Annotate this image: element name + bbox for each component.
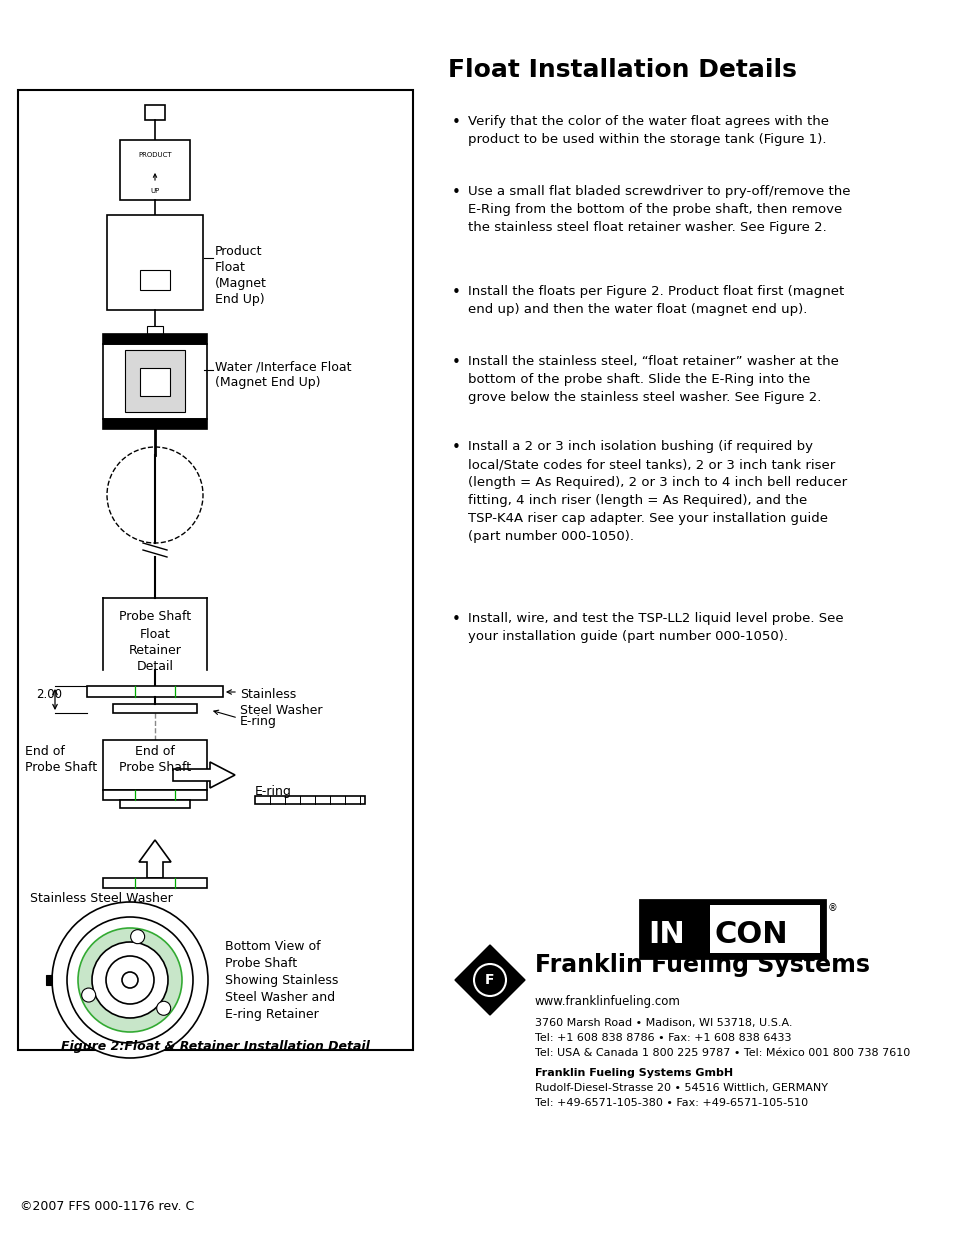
Circle shape	[52, 902, 208, 1058]
Bar	[103, 333, 207, 345]
Text: UP: UP	[151, 188, 159, 194]
Text: End of
Probe Shaft: End of Probe Shaft	[25, 745, 97, 774]
Text: PRODUCT: PRODUCT	[138, 152, 172, 158]
Circle shape	[106, 956, 153, 1004]
Polygon shape	[172, 762, 234, 788]
Text: Stainless Steel Washer: Stainless Steel Washer	[30, 892, 172, 905]
Bar	[46, 974, 52, 986]
Bar	[112, 704, 196, 713]
Bar	[639, 900, 824, 958]
Polygon shape	[455, 945, 524, 1015]
Text: www.franklinfueling.com: www.franklinfueling.com	[535, 995, 680, 1008]
Text: ©2007 FFS 000-1176 rev. C: ©2007 FFS 000-1176 rev. C	[20, 1200, 194, 1213]
Text: 2.00: 2.00	[36, 688, 62, 701]
Text: Franklin Fueling Systems: Franklin Fueling Systems	[535, 953, 869, 977]
Bar	[103, 740, 207, 790]
Text: F: F	[485, 973, 495, 987]
Circle shape	[156, 1002, 171, 1015]
Text: CON: CON	[714, 920, 788, 948]
Bar	[107, 215, 203, 310]
Circle shape	[122, 972, 138, 988]
Text: E-ring: E-ring	[254, 785, 292, 798]
Bar	[147, 326, 163, 333]
Text: Rudolf-Diesel-Strasse 20 • 54516 Wittlich, GERMANY: Rudolf-Diesel-Strasse 20 • 54516 Wittlic…	[535, 1083, 827, 1093]
Bar	[709, 905, 820, 953]
Circle shape	[82, 988, 95, 1002]
Circle shape	[131, 930, 145, 944]
Text: Verify that the color of the water float agrees with the
product to be used with: Verify that the color of the water float…	[468, 115, 828, 146]
Polygon shape	[139, 840, 171, 878]
Text: E-ring: E-ring	[240, 715, 276, 727]
Text: Tel: +49-6571-105-380 • Fax: +49-6571-105-510: Tel: +49-6571-105-380 • Fax: +49-6571-10…	[535, 1098, 807, 1108]
Bar	[145, 105, 165, 120]
Text: •: •	[452, 440, 460, 454]
Text: Install the floats per Figure 2. Product float first (magnet
end up) and then th: Install the floats per Figure 2. Product…	[468, 285, 843, 316]
Text: •: •	[452, 185, 460, 200]
Text: Figure 2:Float & Retainer Installation Detail: Figure 2:Float & Retainer Installation D…	[61, 1040, 370, 1053]
Circle shape	[91, 942, 168, 1018]
Circle shape	[67, 918, 193, 1044]
Text: Stainless
Steel Washer: Stainless Steel Washer	[240, 688, 322, 718]
Bar	[140, 270, 170, 290]
Text: Water /Interface Float
(Magnet End Up): Water /Interface Float (Magnet End Up)	[214, 359, 351, 389]
Bar	[140, 368, 170, 396]
Text: Tel: +1 608 838 8786 • Fax: +1 608 838 6433: Tel: +1 608 838 8786 • Fax: +1 608 838 6…	[535, 1032, 791, 1044]
Bar	[125, 350, 185, 412]
Text: Float Installation Details: Float Installation Details	[448, 58, 796, 82]
Text: Probe Shaft: Probe Shaft	[119, 610, 191, 622]
Text: Install, wire, and test the TSP-LL2 liquid level probe. See
your installation gu: Install, wire, and test the TSP-LL2 liqu…	[468, 613, 842, 643]
Bar	[103, 790, 207, 800]
Circle shape	[78, 927, 182, 1032]
Text: •: •	[452, 354, 460, 370]
Bar	[254, 797, 365, 804]
Text: Bottom View of
Probe Shaft
Showing Stainless
Steel Washer and
E-ring Retainer: Bottom View of Probe Shaft Showing Stain…	[225, 940, 338, 1021]
Bar	[18, 90, 413, 1050]
Bar	[120, 140, 190, 200]
Text: Franklin Fueling Systems GmbH: Franklin Fueling Systems GmbH	[535, 1068, 732, 1078]
Text: Product
Float
(Magnet
End Up): Product Float (Magnet End Up)	[214, 245, 267, 306]
Bar	[103, 878, 207, 888]
Bar	[87, 685, 223, 697]
Text: Use a small flat bladed screwdriver to pry-off/remove the
E-Ring from the bottom: Use a small flat bladed screwdriver to p…	[468, 185, 850, 233]
Text: •: •	[452, 613, 460, 627]
Text: •: •	[452, 285, 460, 300]
Bar	[103, 345, 207, 419]
Text: ®: ®	[827, 903, 837, 913]
Text: Install a 2 or 3 inch isolation bushing (if required by
local/State codes for st: Install a 2 or 3 inch isolation bushing …	[468, 440, 846, 543]
Text: Tel: USA & Canada 1 800 225 9787 • Tel: México 001 800 738 7610: Tel: USA & Canada 1 800 225 9787 • Tel: …	[535, 1049, 909, 1058]
Text: •: •	[452, 115, 460, 130]
Text: Float
Retainer
Detail: Float Retainer Detail	[129, 629, 181, 673]
Text: End of
Probe Shaft: End of Probe Shaft	[119, 745, 191, 774]
Text: 3760 Marsh Road • Madison, WI 53718, U.S.A.: 3760 Marsh Road • Madison, WI 53718, U.S…	[535, 1018, 792, 1028]
Text: Install the stainless steel, “float retainer” washer at the
bottom of the probe : Install the stainless steel, “float reta…	[468, 354, 838, 404]
Bar	[120, 800, 190, 808]
Bar	[103, 419, 207, 429]
Text: IN: IN	[647, 920, 684, 948]
